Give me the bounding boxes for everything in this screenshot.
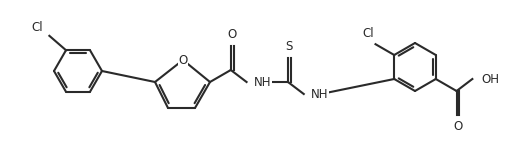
Text: Cl: Cl [32, 21, 43, 34]
Text: O: O [228, 28, 237, 41]
Text: O: O [453, 120, 463, 133]
Text: NH: NH [311, 87, 328, 101]
Text: S: S [285, 40, 293, 53]
Text: Cl: Cl [362, 27, 373, 40]
Text: NH: NH [254, 76, 271, 88]
Text: O: O [178, 54, 188, 66]
Text: OH: OH [482, 73, 499, 85]
